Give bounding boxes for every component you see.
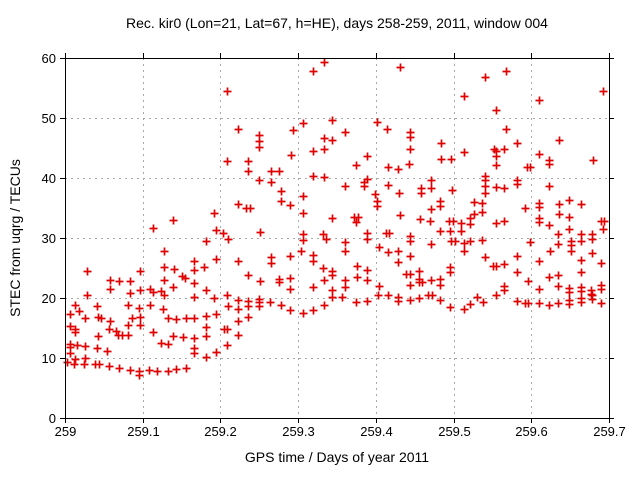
y-tick-label: 60 — [42, 51, 56, 66]
x-tick-label: 259.2 — [204, 424, 237, 439]
x-tick-label: 259.7 — [593, 424, 626, 439]
y-axis-label: STEC from uqrg / TECUs — [7, 159, 23, 317]
x-tick-label: 259.6 — [515, 424, 548, 439]
x-tick-label: 259 — [55, 424, 77, 439]
y-tick-label: 0 — [49, 411, 56, 426]
y-tick-label: 30 — [42, 231, 56, 246]
y-tick-label: 10 — [42, 351, 56, 366]
x-axis-label: GPS time / Days of year 2011 — [244, 449, 430, 465]
x-tick-label: 259.4 — [360, 424, 393, 439]
x-tick-label: 259.1 — [127, 424, 160, 439]
y-tick-label: 50 — [42, 111, 56, 126]
x-tick-label: 259.5 — [438, 424, 471, 439]
data-points — [63, 58, 609, 380]
chart-title: Rec. kir0 (Lon=21, Lat=67, h=HE), days 2… — [126, 15, 548, 31]
y-tick-label: 40 — [42, 171, 56, 186]
y-tick-label: 20 — [42, 291, 56, 306]
x-tick-label: 259.3 — [282, 424, 315, 439]
